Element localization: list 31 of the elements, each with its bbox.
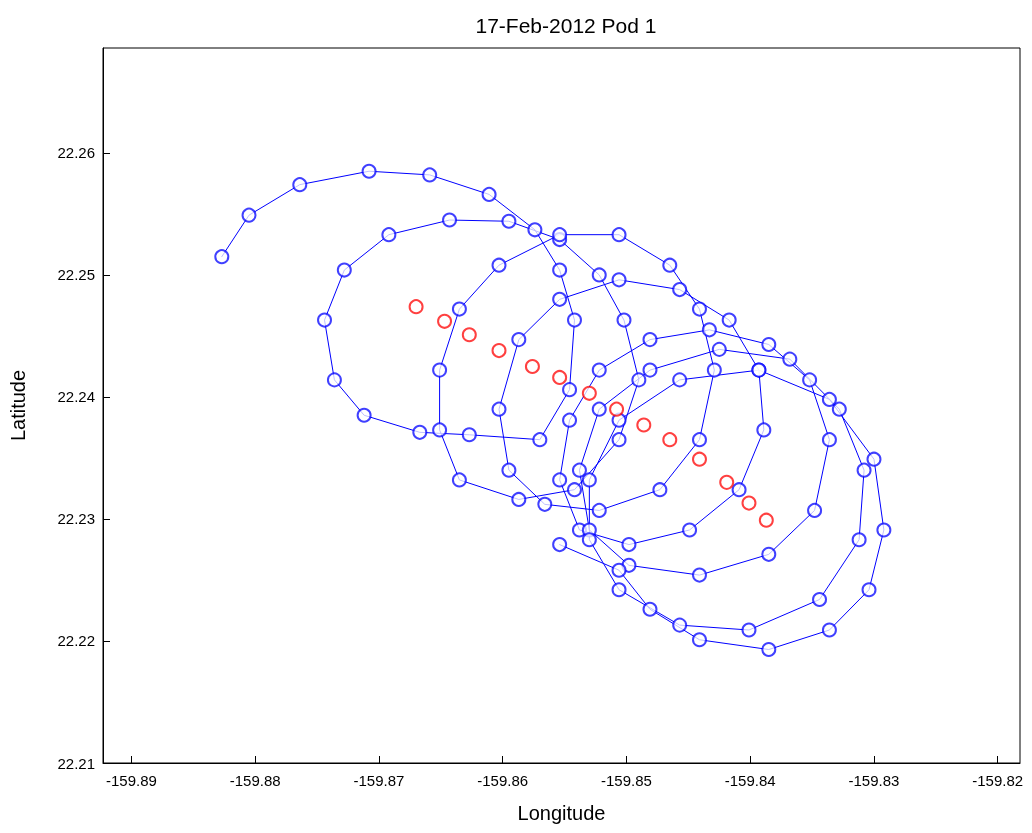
point <box>636 417 652 433</box>
point <box>552 369 568 385</box>
point <box>758 512 774 528</box>
y-tick-label: 22.25 <box>57 266 95 284</box>
point <box>719 474 735 490</box>
x-tick-label: -159.87 <box>353 772 405 789</box>
x-axis-title: Longitude <box>517 802 606 824</box>
x-tick-label: -159.89 <box>106 772 157 789</box>
x-tick-label: -159.83 <box>848 772 900 789</box>
y-tick-label: 22.21 <box>57 754 95 772</box>
x-tick-label: -159.84 <box>724 772 776 789</box>
x-tick-label: -159.86 <box>477 772 529 789</box>
point <box>437 313 453 329</box>
point <box>461 327 477 343</box>
point <box>692 451 707 467</box>
x-tick-label: -159.82 <box>972 772 1024 789</box>
x-tick-label: -159.88 <box>229 772 281 789</box>
y-tick-label: 22.26 <box>57 144 95 162</box>
point <box>662 432 678 448</box>
y-tick-label: 22.23 <box>57 510 95 528</box>
x-tick-label: -159.85 <box>601 772 652 789</box>
y-tick-label: 22.22 <box>57 632 95 650</box>
point <box>741 495 757 511</box>
point <box>491 343 507 359</box>
point <box>524 358 540 374</box>
point <box>609 401 625 417</box>
chart-title: 17-Feb-2012 Pod 1 <box>475 14 657 37</box>
point <box>581 385 597 401</box>
point <box>408 299 424 315</box>
y-tick-label: 22.24 <box>57 388 95 406</box>
y-axis-title: Latitude <box>7 369 29 442</box>
